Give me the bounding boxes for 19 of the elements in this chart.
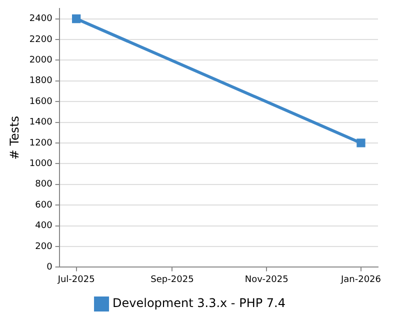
y-tick-label: 800: [35, 180, 53, 190]
x-tick-label: Sep-2025: [150, 274, 194, 285]
x-tick-label: Jul-2025: [56, 274, 95, 285]
y-tick-label: 0: [46, 262, 53, 273]
y-tick-label: 1000: [29, 159, 53, 170]
y-tick-label: 2000: [29, 56, 53, 66]
x-tick-label: Jan-2026: [340, 274, 382, 285]
y-tick-label: 1400: [29, 118, 53, 128]
y-tick-label: 2200: [29, 34, 53, 45]
y-tick-label: 400: [35, 221, 53, 232]
legend-label: Development 3.3.x - PHP 7.4: [112, 296, 286, 310]
y-tick-label: 1200: [29, 138, 53, 148]
y-tick-label: 600: [35, 200, 53, 210]
y-tick-label: 1800: [29, 76, 53, 86]
y-axis-title: # Tests: [7, 116, 22, 160]
y-tick-label: 200: [35, 242, 53, 252]
x-tick-label: Nov-2025: [244, 274, 288, 285]
y-tick-label: 1600: [29, 96, 53, 107]
y-tick-label: 2400: [29, 14, 53, 24]
